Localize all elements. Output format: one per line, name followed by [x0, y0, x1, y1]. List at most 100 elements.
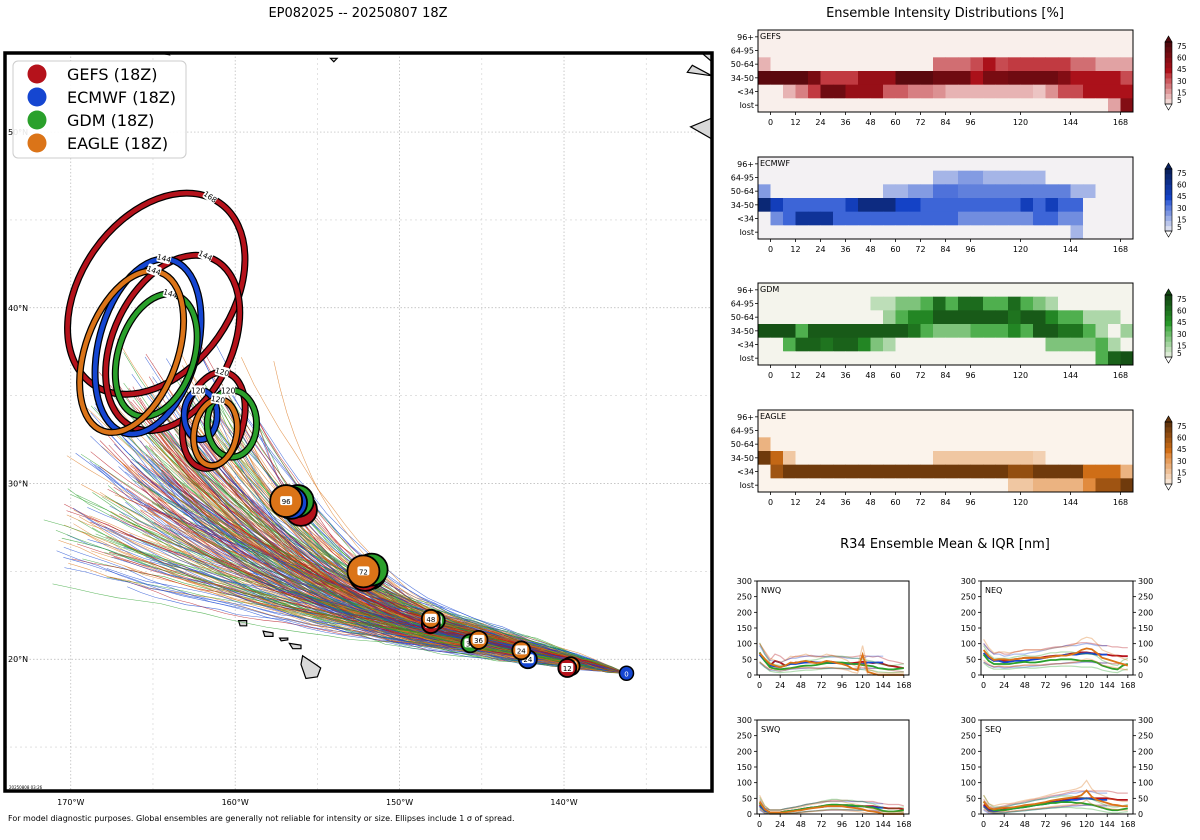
heatmap-cell [945, 170, 959, 185]
heatmap-cell [1070, 423, 1084, 438]
heatmap-cell [1070, 283, 1084, 298]
r34-y-tick-label: 250 [737, 732, 752, 741]
heatmap-cell [908, 225, 921, 240]
colorbar-tick-label: 5 [1177, 96, 1182, 105]
heatmap-cell [895, 337, 909, 352]
heatmap-cell [820, 423, 834, 438]
heatmap-cell [845, 198, 859, 213]
r34-y-tick-label: 50 [742, 655, 752, 664]
heatmap-cell [783, 451, 796, 466]
marker-label-bg [561, 663, 574, 672]
legend-swatch-gdm [27, 110, 47, 130]
heatmap-cell [1008, 310, 1021, 325]
heatmap-cell [1058, 84, 1071, 99]
heatmap-cell [983, 170, 996, 185]
r34-iqr-lower-gdm [983, 806, 1128, 814]
heatmap-row-label: lost [740, 354, 754, 363]
colorbar-top-arrow [1164, 35, 1173, 43]
heatmap-cell [1120, 184, 1134, 199]
heatmap-cell [1020, 464, 1034, 479]
marker-label-bg [280, 496, 293, 506]
heatmap-cell [783, 283, 796, 298]
heatmap-cell [908, 84, 921, 99]
heatmap-cell [1095, 283, 1109, 298]
heatmap-cell [758, 437, 771, 452]
heatmap-x-tick-label: 0 [768, 371, 773, 380]
heatmap-cell [933, 437, 946, 452]
heatmap-x-tick-label: 12 [790, 245, 800, 254]
heatmap-cell [958, 296, 971, 311]
heatmap-cell [1108, 30, 1121, 45]
heatmap-cell [858, 71, 871, 86]
heatmap-cell [808, 310, 821, 325]
heatmap-cell [1045, 57, 1059, 72]
heatmap-cell [758, 296, 771, 311]
heatmap-cell [795, 464, 809, 479]
heatmap-x-tick-label: 168 [1113, 371, 1128, 380]
heatmap-row-label: <34 [737, 341, 754, 350]
colorbar-step [1165, 179, 1172, 185]
heatmap-cell [1095, 324, 1109, 339]
small-island [329, 57, 339, 63]
heatmap-cell [995, 211, 1009, 226]
colorbar-tick-label: 30 [1177, 330, 1187, 339]
colorbar-step [1165, 437, 1172, 443]
heatmap-cell [783, 43, 796, 58]
colorbar-step [1165, 42, 1172, 48]
heatmap-cell [945, 157, 959, 172]
heatmap-x-tick-label: 84 [940, 498, 950, 507]
r34-y-tick-label: 150 [737, 624, 752, 633]
colorbar-tick-label: 15 [1177, 341, 1187, 350]
r34-y-tick-label: 200 [961, 747, 976, 756]
r34-iqr-upper-gdm [983, 794, 1128, 808]
r34-iqr-lower-gefs [983, 804, 1128, 814]
heatmap-cell [770, 324, 784, 339]
heatmap-cell [783, 351, 796, 366]
heatmap-cell [783, 423, 796, 438]
heatmap-cell [770, 170, 784, 185]
ellipse-label-bg [156, 251, 172, 265]
colorbar-step [1165, 442, 1172, 449]
heatmap-cell [1033, 57, 1046, 72]
heatmap-cell [908, 351, 921, 366]
heatmap-cell [995, 184, 1009, 199]
r34-y-tick-label: 300 [961, 577, 976, 586]
heatmap-cell [908, 310, 921, 325]
marker-hour-label: 48 [426, 616, 435, 624]
heatmap-cell [1108, 184, 1121, 199]
heatmap-cell [1020, 351, 1034, 366]
heatmap-cell [870, 57, 884, 72]
heatmap-cell [845, 43, 859, 58]
heatmap-cell [795, 170, 809, 185]
heatmap-cell [895, 410, 909, 425]
heatmap-cell [783, 198, 796, 213]
heatmap-cell [808, 98, 821, 113]
heatmap-x-tick-label: 84 [940, 371, 950, 380]
heatmap-cell [770, 451, 784, 466]
colorbar-step [1165, 331, 1172, 337]
heatmap-cell [770, 478, 784, 493]
heatmap-x-tick-label: 168 [1113, 118, 1128, 127]
heatmap-cell [808, 296, 821, 311]
legend-label-gefs: GEFS (18Z) [67, 65, 157, 84]
heatmap-x-tick-label: 24 [815, 498, 825, 507]
heatmap-cell [895, 225, 909, 240]
colorbar-step [1165, 315, 1172, 322]
r34-x-tick-label: 72 [1040, 820, 1050, 829]
heatmap-cell [1045, 71, 1059, 86]
heatmap-cell [908, 451, 921, 466]
colorbar-step [1165, 447, 1172, 454]
heatmap-cell [833, 43, 846, 58]
heatmap-cell [1095, 98, 1109, 113]
heatmap-x-tick-label: 60 [890, 118, 900, 127]
heatmap-cell [770, 43, 784, 58]
heatmap-row-label: 50-64 [731, 187, 754, 196]
heatmap-cell [983, 324, 996, 339]
heatmap-cell [758, 451, 771, 466]
r34-y-tick-label-right: 200 [1138, 747, 1153, 756]
hawaii-big-island [300, 654, 322, 680]
heatmap-cell [1083, 324, 1096, 339]
haida-gwaii-island [686, 64, 712, 77]
r34-x-tick-label: 24 [775, 681, 785, 690]
initial-hour-label: 0 [624, 670, 628, 678]
